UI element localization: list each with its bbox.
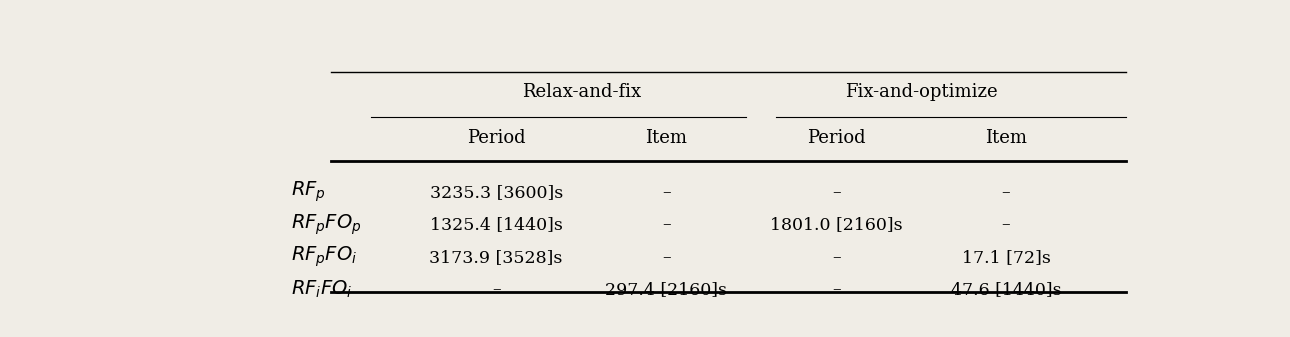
Text: Period: Period [806, 129, 866, 147]
Text: 47.6 [1440]s: 47.6 [1440]s [951, 281, 1062, 298]
Text: Fix-and-optimize: Fix-and-optimize [845, 83, 997, 101]
Text: 1801.0 [2160]s: 1801.0 [2160]s [770, 216, 903, 233]
Text: –: – [662, 216, 671, 233]
Text: –: – [832, 249, 840, 266]
Text: 1325.4 [1440]s: 1325.4 [1440]s [430, 216, 562, 233]
Text: –: – [832, 281, 840, 298]
Text: Item: Item [986, 129, 1027, 147]
Text: –: – [491, 281, 501, 298]
Text: –: – [662, 184, 671, 201]
Text: –: – [1002, 216, 1010, 233]
Text: 3173.9 [3528]s: 3173.9 [3528]s [430, 249, 562, 266]
Text: Period: Period [467, 129, 525, 147]
Text: –: – [1002, 184, 1010, 201]
Text: Relax-and-fix: Relax-and-fix [521, 83, 641, 101]
Text: $RF_p FO_p$: $RF_p FO_p$ [292, 212, 361, 237]
Text: $RF_i FO_i$: $RF_i FO_i$ [292, 279, 352, 300]
Text: 3235.3 [3600]s: 3235.3 [3600]s [430, 184, 562, 201]
Text: –: – [662, 249, 671, 266]
Text: Item: Item [645, 129, 688, 147]
Text: –: – [832, 184, 840, 201]
Text: $RF_p FO_i$: $RF_p FO_i$ [292, 245, 357, 269]
Text: 17.1 [72]s: 17.1 [72]s [961, 249, 1050, 266]
Text: 297.4 [2160]s: 297.4 [2160]s [605, 281, 728, 298]
Text: $RF_p$: $RF_p$ [292, 180, 326, 205]
